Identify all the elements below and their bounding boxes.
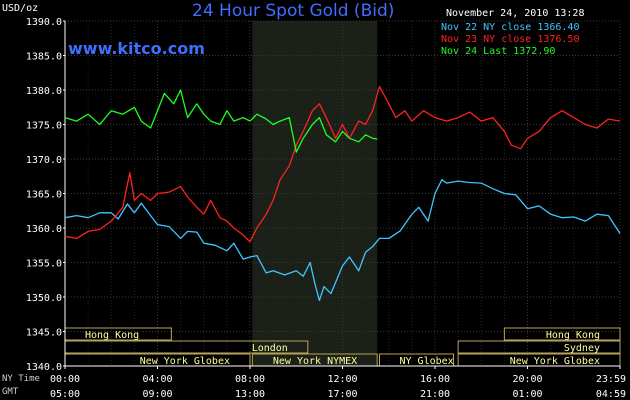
chart-title: 24 Hour Spot Gold (Bid) <box>192 1 395 21</box>
y-tick-label: 1380.0 <box>26 86 62 97</box>
x-tick-label-gmt: 01:00 <box>512 389 542 400</box>
session-label: New York NYMEX <box>273 356 357 367</box>
y-tick-label: 1340.0 <box>26 362 62 373</box>
x-tick-label-gmt: 21:00 <box>420 389 450 400</box>
legend-entry-nov22: Nov 22 NY close 1366.40 <box>441 22 580 33</box>
x-tick-label-ny: 16:00 <box>420 374 450 385</box>
session-box <box>503 327 621 341</box>
session-label: Hong Kong <box>546 330 600 341</box>
x-tick-label-ny: 08:00 <box>235 374 265 385</box>
x-tick-label-gmt: 09:00 <box>142 389 172 400</box>
x-tick-label-ny: 00:00 <box>50 374 80 385</box>
x-tick-label-ny: 04:00 <box>142 374 172 385</box>
session-label: NY Globex <box>400 356 454 367</box>
y-tick-label: 1345.0 <box>26 328 62 339</box>
legend-entry-nov23: Nov 23 NY close 1376.50 <box>441 34 580 45</box>
x-tick-label-ny: 20:00 <box>512 374 542 385</box>
session-label: New York Globex <box>140 356 230 367</box>
session-label: Hong Kong <box>85 330 139 341</box>
y-tick-label: 1355.0 <box>26 259 62 270</box>
x-tick-label-ny: 12:00 <box>327 374 357 385</box>
session-label: Sydney <box>564 343 600 354</box>
x-tick-label-ny: 23:59 <box>596 374 626 385</box>
series-line-2 <box>64 89 378 153</box>
x-row-label-gmt: GMT <box>2 387 19 397</box>
x-tick-label-gmt: 04:59 <box>596 389 626 400</box>
session-box <box>457 340 621 354</box>
legend: Nov 22 NY close 1366.40 Nov 23 NY close … <box>441 22 579 58</box>
session-label: London <box>252 343 288 354</box>
y-axis-label: USD/oz <box>2 3 39 14</box>
y-tick-label: 1365.0 <box>26 190 62 201</box>
chart-timestamp: November 24, 2010 13:28 <box>446 8 585 19</box>
y-tick-label: 1385.0 <box>26 52 62 63</box>
x-tick-label-gmt: 17:00 <box>327 389 357 400</box>
y-tick-label: 1375.0 <box>26 121 62 132</box>
session-label: New York Globex <box>510 356 600 367</box>
x-row-label-ny: NY Time <box>2 374 40 384</box>
y-tick-label: 1350.0 <box>26 293 62 304</box>
series-line-1 <box>64 85 621 243</box>
y-tick-label: 1370.0 <box>26 155 62 166</box>
legend-entry-nov24: Nov 24 Last 1372.90 <box>441 46 556 57</box>
y-tick-label: 1390.0 <box>26 17 62 28</box>
series-line-0 <box>64 179 621 302</box>
y-tick-label: 1360.0 <box>26 224 62 235</box>
x-tick-label-gmt: 05:00 <box>50 389 80 400</box>
site-watermark[interactable]: www.kitco.com <box>68 39 205 58</box>
x-tick-label-gmt: 13:00 <box>235 389 265 400</box>
